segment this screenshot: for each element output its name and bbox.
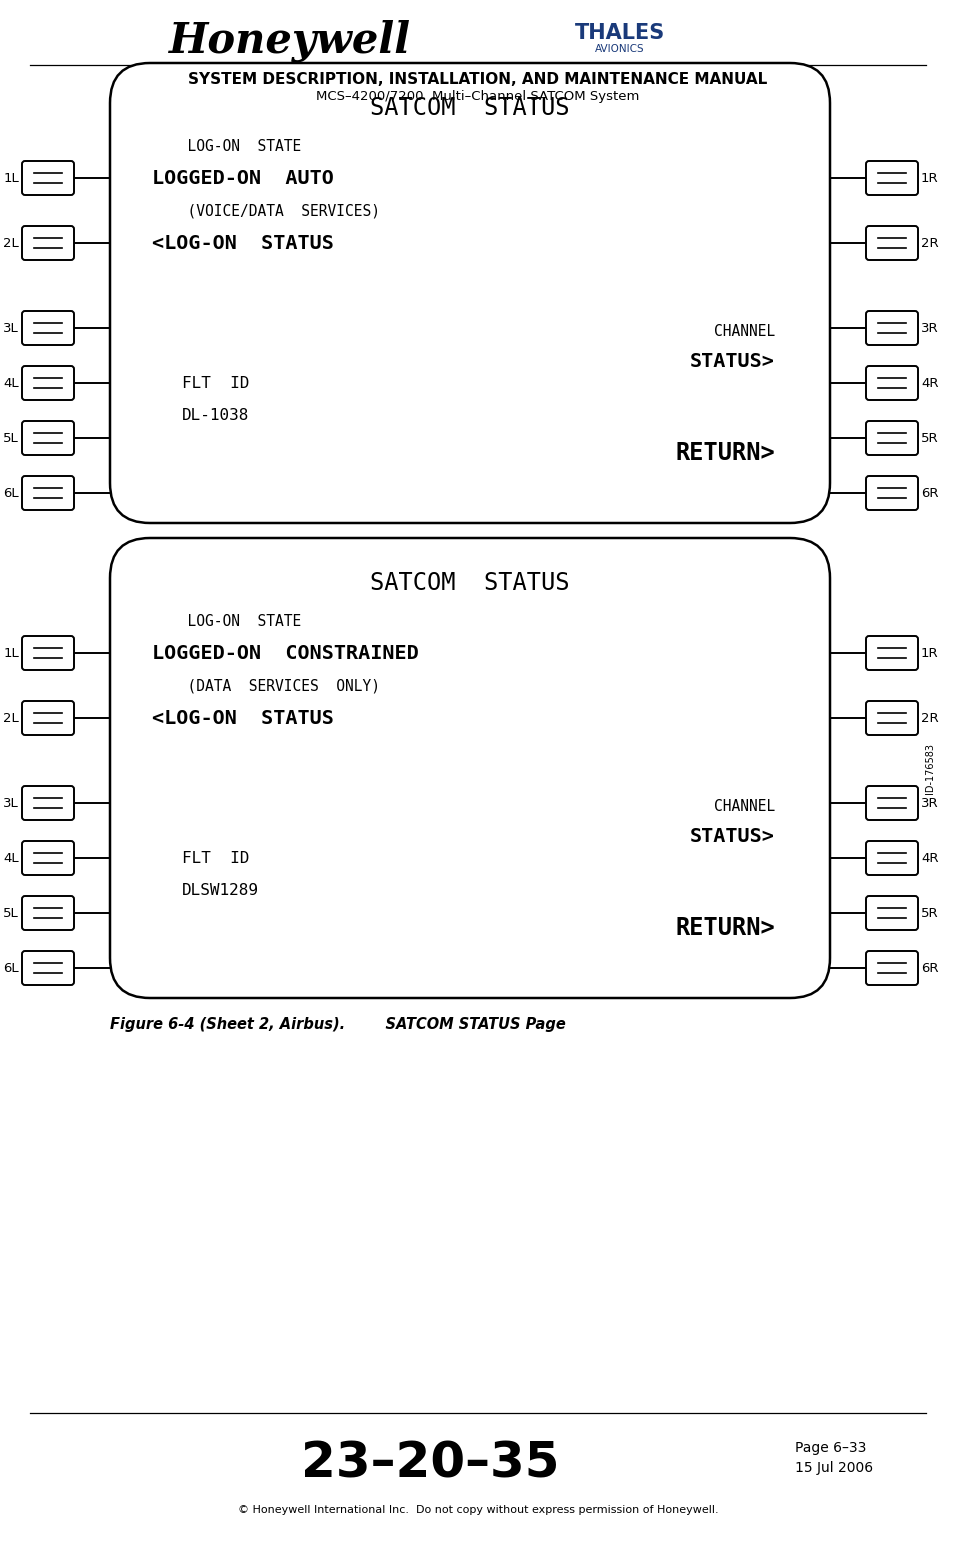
Text: 6L: 6L: [4, 961, 19, 974]
Text: (DATA  SERVICES  ONLY): (DATA SERVICES ONLY): [170, 679, 380, 693]
FancyBboxPatch shape: [22, 952, 74, 985]
Text: 4L: 4L: [4, 376, 19, 389]
Text: 5L: 5L: [3, 906, 19, 919]
FancyBboxPatch shape: [866, 226, 918, 260]
Text: <LOG-ON  STATUS: <LOG-ON STATUS: [152, 234, 334, 252]
FancyBboxPatch shape: [22, 226, 74, 260]
FancyBboxPatch shape: [22, 840, 74, 875]
FancyBboxPatch shape: [866, 477, 918, 510]
Text: 1L: 1L: [3, 171, 19, 185]
FancyBboxPatch shape: [22, 162, 74, 194]
Text: Honeywell: Honeywell: [169, 20, 411, 63]
Text: LOGGED-ON  CONSTRAINED: LOGGED-ON CONSTRAINED: [152, 643, 419, 663]
Text: LOG-ON  STATE: LOG-ON STATE: [170, 138, 301, 154]
FancyBboxPatch shape: [22, 637, 74, 670]
Text: 4R: 4R: [921, 851, 939, 864]
Text: SYSTEM DESCRIPTION, INSTALLATION, AND MAINTENANCE MANUAL: SYSTEM DESCRIPTION, INSTALLATION, AND MA…: [188, 72, 768, 86]
FancyBboxPatch shape: [866, 162, 918, 194]
Text: 4R: 4R: [921, 376, 939, 389]
Text: 2R: 2R: [921, 237, 939, 249]
FancyBboxPatch shape: [866, 310, 918, 345]
Text: RETURN>: RETURN>: [675, 441, 775, 466]
Text: 23–20–35: 23–20–35: [301, 1439, 559, 1486]
Text: 6R: 6R: [921, 486, 939, 500]
Text: RETURN>: RETURN>: [675, 916, 775, 939]
Text: Page 6–33: Page 6–33: [795, 1441, 866, 1455]
FancyBboxPatch shape: [866, 786, 918, 820]
Text: DLSW1289: DLSW1289: [182, 883, 259, 897]
FancyBboxPatch shape: [22, 701, 74, 735]
FancyBboxPatch shape: [110, 538, 830, 997]
Text: 1R: 1R: [921, 646, 939, 660]
Text: CHANNEL: CHANNEL: [714, 323, 775, 339]
Text: 2R: 2R: [921, 712, 939, 724]
Text: 3L: 3L: [3, 797, 19, 809]
Text: © Honeywell International Inc.  Do not copy without express permission of Honeyw: © Honeywell International Inc. Do not co…: [238, 1505, 718, 1515]
Text: 4L: 4L: [4, 851, 19, 864]
Text: 3R: 3R: [921, 797, 939, 809]
Text: 5R: 5R: [921, 906, 939, 919]
FancyBboxPatch shape: [866, 840, 918, 875]
FancyBboxPatch shape: [866, 365, 918, 400]
Text: 1L: 1L: [3, 646, 19, 660]
Text: SATCOM  STATUS: SATCOM STATUS: [370, 96, 570, 121]
FancyBboxPatch shape: [22, 365, 74, 400]
Text: STATUS>: STATUS>: [690, 351, 775, 370]
FancyBboxPatch shape: [22, 420, 74, 455]
Text: 3R: 3R: [921, 321, 939, 334]
Text: AVIONICS: AVIONICS: [596, 44, 644, 53]
Text: STATUS>: STATUS>: [690, 826, 775, 845]
Text: 3L: 3L: [3, 321, 19, 334]
Text: <LOG-ON  STATUS: <LOG-ON STATUS: [152, 709, 334, 728]
FancyBboxPatch shape: [22, 310, 74, 345]
Text: 6R: 6R: [921, 961, 939, 974]
Text: 2L: 2L: [3, 712, 19, 724]
FancyBboxPatch shape: [866, 420, 918, 455]
Text: SATCOM  STATUS: SATCOM STATUS: [370, 571, 570, 594]
Text: LOG-ON  STATE: LOG-ON STATE: [170, 613, 301, 629]
Text: LOGGED-ON  AUTO: LOGGED-ON AUTO: [152, 168, 334, 188]
Text: 1R: 1R: [921, 171, 939, 185]
Text: CHANNEL: CHANNEL: [714, 798, 775, 814]
Text: (VOICE/DATA  SERVICES): (VOICE/DATA SERVICES): [170, 204, 380, 218]
Text: DL-1038: DL-1038: [182, 408, 250, 422]
Text: 5R: 5R: [921, 431, 939, 444]
Text: 15 Jul 2006: 15 Jul 2006: [795, 1461, 873, 1475]
Text: MCS–4200/7200  Multi–Channel SATCOM System: MCS–4200/7200 Multi–Channel SATCOM Syste…: [316, 89, 640, 102]
Text: FLT  ID: FLT ID: [182, 850, 250, 866]
Text: FLT  ID: FLT ID: [182, 375, 250, 390]
Text: THALES: THALES: [575, 24, 665, 42]
Text: ID-176583: ID-176583: [925, 743, 935, 793]
FancyBboxPatch shape: [110, 63, 830, 524]
FancyBboxPatch shape: [866, 952, 918, 985]
Text: 6L: 6L: [4, 486, 19, 500]
FancyBboxPatch shape: [22, 477, 74, 510]
FancyBboxPatch shape: [866, 701, 918, 735]
Text: 2L: 2L: [3, 237, 19, 249]
Text: SATCOM STATUS Page: SATCOM STATUS Page: [365, 1018, 566, 1032]
FancyBboxPatch shape: [866, 637, 918, 670]
FancyBboxPatch shape: [22, 895, 74, 930]
FancyBboxPatch shape: [866, 895, 918, 930]
Text: Figure 6-4 (Sheet 2, Airbus).: Figure 6-4 (Sheet 2, Airbus).: [110, 1018, 345, 1032]
FancyBboxPatch shape: [22, 786, 74, 820]
Text: 5L: 5L: [3, 431, 19, 444]
